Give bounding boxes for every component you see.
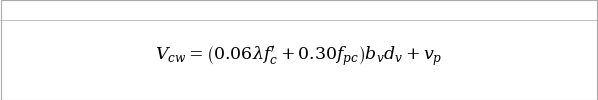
Text: $V_{cw} = \left(0.06\lambda f^{\prime}_{c} + 0.30f_{pc}\right)b_{v}d_{v} + v_{p}: $V_{cw} = \left(0.06\lambda f^{\prime}_{… xyxy=(155,44,443,68)
Text: Figure 12. Expression for $\mathbf{V}_{\mathbf{cw}}$: Figure 12. Expression for $\mathbf{V}_{\… xyxy=(7,3,191,17)
